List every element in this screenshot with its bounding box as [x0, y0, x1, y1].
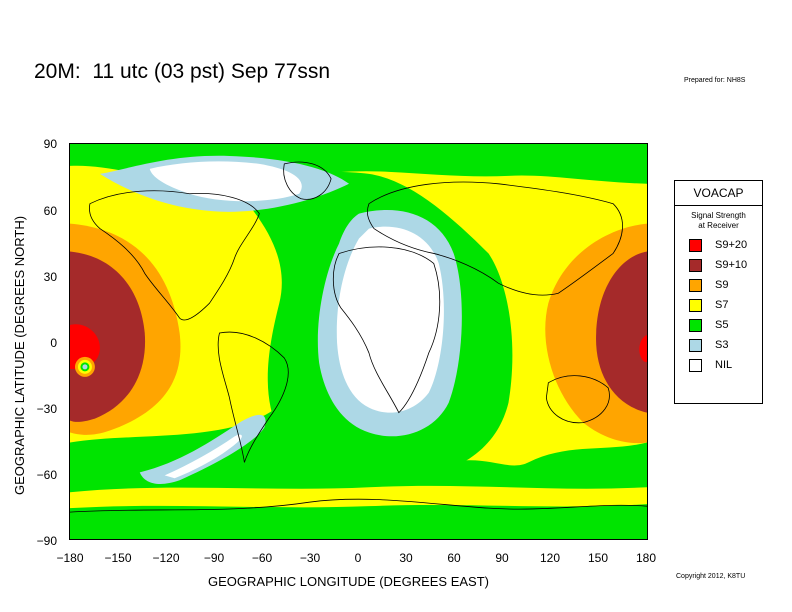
- legend-swatch: [689, 319, 702, 332]
- legend-item-s5: S5: [675, 317, 762, 337]
- legend-swatch: [689, 339, 702, 352]
- x-tick-90: 90: [495, 551, 509, 565]
- south-atlantic-nil-streak: [164, 434, 242, 479]
- east-pacific-s9p20: [639, 335, 647, 363]
- x-tick-neg120: −120: [152, 551, 180, 565]
- legend-item-s3: S3: [675, 337, 762, 357]
- pacific-hotspot-core-s3: [82, 364, 88, 370]
- x-tick-0: 0: [354, 551, 362, 565]
- south-pole-s5: [70, 522, 647, 539]
- legend-item-s9: S9: [675, 277, 762, 297]
- y-tick-90: 90: [43, 137, 57, 151]
- antarctic-s7-strip: [70, 485, 647, 509]
- east-pacific-s9p10: [596, 251, 647, 413]
- copyright-note: Copyright 2012, K8TU: [676, 573, 746, 580]
- legend-label: S9: [715, 279, 729, 291]
- x-tick-neg30: −30: [299, 551, 321, 565]
- legend-swatch: [689, 259, 702, 272]
- x-tick-30: 30: [399, 551, 413, 565]
- outline-eurasia: [366, 181, 623, 296]
- propagation-map: [69, 143, 648, 540]
- legend-subtitle: Signal Strength at Receiver: [675, 211, 762, 231]
- y-tick-neg90: −90: [36, 534, 57, 548]
- legend-subtitle-line2: at Receiver: [698, 221, 739, 230]
- legend: VOACAP Signal Strength at Receiver S9+20…: [674, 180, 763, 404]
- africa-nil-region: [336, 226, 444, 413]
- x-tick-150: 150: [587, 551, 609, 565]
- legend-label: S3: [715, 339, 729, 351]
- y-tick-0: 0: [50, 336, 57, 350]
- legend-subtitle-line1: Signal Strength: [691, 211, 746, 220]
- legend-swatch: [689, 359, 702, 372]
- x-tick-60: 60: [447, 551, 461, 565]
- y-tick-neg30: −30: [36, 402, 57, 416]
- legend-label: S5: [715, 319, 729, 331]
- legend-item-s7: S7: [675, 297, 762, 317]
- x-tick-neg90: −90: [203, 551, 225, 565]
- y-tick-30: 30: [43, 270, 57, 284]
- legend-label: S7: [715, 299, 729, 311]
- legend-swatch: [689, 299, 702, 312]
- legend-title: VOACAP: [675, 181, 762, 206]
- x-tick-neg150: −150: [104, 551, 132, 565]
- legend-label: S9+20: [715, 239, 748, 251]
- legend-item-s9p20: S9+20: [675, 237, 762, 257]
- legend-label: NIL: [715, 359, 733, 371]
- legend-swatch: [689, 279, 702, 292]
- legend-item-s9p10: S9+10: [675, 257, 762, 277]
- west-pacific-s9p10: [70, 251, 146, 422]
- west-pacific-s9p20: [70, 324, 100, 370]
- outline-antarctica: [70, 498, 647, 513]
- outline-greenland: [283, 161, 332, 200]
- legend-label: S9+10: [715, 259, 748, 271]
- x-tick-neg180: −180: [56, 551, 84, 565]
- south-atlantic-s3-streak: [139, 414, 266, 484]
- arctic-nil-region: [149, 161, 302, 202]
- y-tick-neg60: −60: [36, 468, 57, 482]
- outline-africa: [332, 246, 441, 414]
- prepared-for-note: Prepared for: NH8S: [684, 77, 746, 84]
- outline-australia: [545, 375, 610, 424]
- y-axis-label: GEOGRAPHIC LATITUDE (DEGREES NORTH): [12, 215, 27, 495]
- legend-item-nil: NIL: [675, 357, 762, 377]
- y-tick-60: 60: [43, 204, 57, 218]
- x-tick-120: 120: [539, 551, 561, 565]
- outline-north-america: [89, 190, 260, 321]
- x-tick-180: 180: [635, 551, 657, 565]
- map-title: 20M: 11 utc (03 pst) Sep 77ssn: [34, 60, 331, 83]
- outline-south-america: [217, 331, 289, 463]
- x-tick-neg60: −60: [251, 551, 273, 565]
- x-axis-label: GEOGRAPHIC LONGITUDE (DEGREES EAST): [208, 574, 489, 589]
- legend-swatch: [689, 239, 702, 252]
